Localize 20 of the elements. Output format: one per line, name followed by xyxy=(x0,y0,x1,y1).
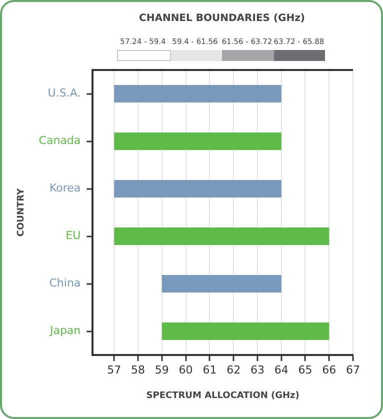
x-tick-label: 61 xyxy=(202,363,217,376)
y-tick-label: EU xyxy=(66,229,81,242)
y-tick-label: Korea xyxy=(49,182,81,195)
y-tick-label: Canada xyxy=(38,134,81,148)
y-axis-title: COUNTRY xyxy=(16,188,27,237)
x-tick-label: 60 xyxy=(178,363,193,376)
x-axis-title: SPECTRUM ALLOCATION (GHz) xyxy=(146,390,300,401)
x-tick-label: 67 xyxy=(346,363,360,376)
y-tick-label: U.S.A. xyxy=(48,86,81,100)
legend-title: CHANNEL BOUNDARIES (GHz) xyxy=(138,13,306,24)
y-tick-label: Japan xyxy=(48,324,81,338)
x-tick-label: 59 xyxy=(154,363,169,376)
x-tick-label: 63 xyxy=(250,363,264,376)
x-tick-label: 65 xyxy=(298,363,312,376)
x-tick-label: 62 xyxy=(226,363,241,376)
y-tick-label: China xyxy=(49,276,81,290)
x-tick-label: 64 xyxy=(274,363,288,376)
x-tick-label: 58 xyxy=(131,363,146,376)
x-tick-label: 57 xyxy=(107,363,122,376)
x-tick-label: 66 xyxy=(322,363,336,376)
